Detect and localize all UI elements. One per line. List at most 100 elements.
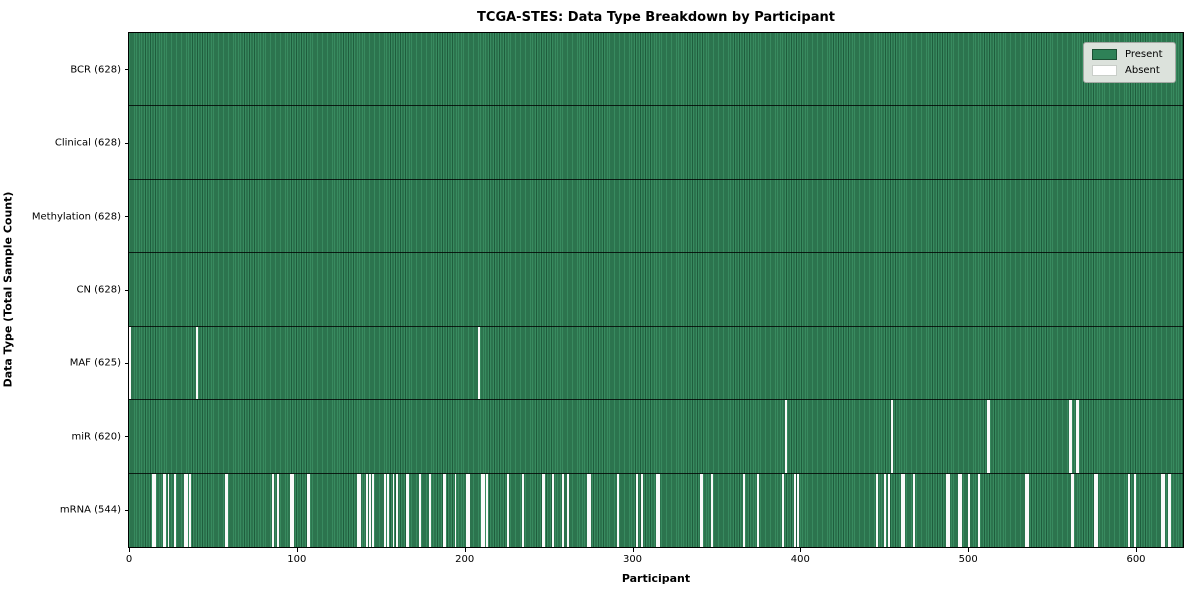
absent-mark bbox=[1070, 473, 1073, 547]
absent-mark bbox=[468, 473, 470, 547]
y-tick-label-bcr: BCR (628) bbox=[70, 64, 121, 76]
absent-mark bbox=[588, 473, 591, 547]
absent-mark bbox=[442, 473, 445, 547]
absent-mark bbox=[174, 473, 177, 547]
absent-mark bbox=[392, 473, 395, 547]
x-tick-mark bbox=[968, 548, 970, 552]
absent-mark bbox=[478, 326, 480, 400]
absent-mark bbox=[1134, 473, 1137, 547]
absent-mark bbox=[701, 473, 704, 547]
absent-mark bbox=[901, 473, 903, 547]
absent-mark bbox=[1162, 473, 1165, 547]
absent-mark bbox=[357, 473, 360, 547]
x-axis-title: Participant bbox=[621, 572, 691, 585]
absent-mark bbox=[1167, 473, 1170, 547]
absent-mark bbox=[657, 473, 660, 547]
absent-mark bbox=[617, 473, 620, 547]
absent-mark bbox=[1075, 400, 1078, 473]
legend-swatch-present bbox=[1092, 49, 1117, 60]
absent-mark bbox=[308, 473, 311, 547]
absent-mark bbox=[483, 473, 486, 547]
y-tick-mark bbox=[125, 216, 129, 218]
absent-mark bbox=[796, 473, 799, 547]
absent-mark bbox=[167, 473, 170, 547]
absent-mark bbox=[162, 473, 165, 547]
heatmap-row-methylation bbox=[129, 179, 1183, 254]
absent-mark bbox=[1161, 473, 1164, 547]
y-tick-label-mrna: mRNA (544) bbox=[59, 504, 121, 516]
absent-mark bbox=[384, 473, 386, 547]
absent-mark bbox=[1169, 473, 1172, 547]
x-tick-mark bbox=[129, 548, 130, 552]
absent-mark bbox=[164, 473, 167, 547]
absent-mark bbox=[743, 473, 746, 547]
absent-mark bbox=[1077, 400, 1080, 473]
legend-swatch-absent bbox=[1092, 65, 1117, 76]
y-tick-mark bbox=[125, 509, 129, 511]
heatmap-row-mir bbox=[129, 400, 1183, 474]
absent-mark bbox=[543, 473, 546, 547]
heatmap-row-clinical bbox=[129, 106, 1183, 180]
absent-mark bbox=[365, 473, 368, 547]
y-tick-mark bbox=[125, 69, 129, 71]
absent-mark bbox=[189, 473, 192, 547]
y-tick-mark bbox=[125, 436, 129, 438]
absent-mark bbox=[793, 473, 796, 547]
absent-mark bbox=[567, 473, 569, 547]
chart-title: TCGA-STES: Data Type Breakdown by Partic… bbox=[477, 10, 835, 25]
heatmap-row-maf bbox=[129, 326, 1183, 401]
absent-mark bbox=[395, 473, 398, 547]
absent-mark bbox=[1095, 473, 1098, 547]
absent-mark bbox=[884, 473, 887, 547]
absent-mark bbox=[1127, 473, 1130, 547]
x-tick-label-100: 100 bbox=[287, 554, 307, 565]
absent-mark bbox=[129, 326, 131, 400]
absent-mark bbox=[358, 473, 361, 547]
absent-mark bbox=[405, 473, 408, 547]
absent-mark bbox=[946, 473, 949, 547]
absent-mark bbox=[186, 473, 188, 547]
absent-mark bbox=[444, 473, 447, 547]
absent-mark bbox=[781, 473, 784, 547]
absent-mark bbox=[1068, 400, 1071, 473]
absent-mark bbox=[1026, 473, 1029, 547]
absent-mark bbox=[506, 473, 509, 547]
absent-mark bbox=[968, 473, 971, 547]
absent-mark bbox=[562, 473, 564, 547]
x-tick-mark bbox=[632, 548, 634, 552]
absent-mark bbox=[429, 473, 432, 547]
absent-mark bbox=[587, 473, 590, 547]
absent-mark bbox=[271, 473, 274, 547]
absent-mark bbox=[466, 473, 469, 547]
absent-mark bbox=[887, 473, 890, 547]
absent-mark bbox=[454, 473, 457, 547]
absent-mark bbox=[1070, 400, 1073, 473]
absent-mark bbox=[948, 473, 950, 547]
absent-mark bbox=[986, 400, 989, 473]
absent-mark bbox=[635, 473, 638, 547]
heatmap-row-cn bbox=[129, 253, 1183, 327]
absent-mark bbox=[224, 473, 227, 547]
absent-mark bbox=[306, 473, 309, 547]
absent-mark bbox=[419, 473, 422, 547]
x-tick-label-400: 400 bbox=[790, 554, 810, 565]
absent-mark bbox=[196, 326, 199, 400]
y-tick-label-mir: miR (620) bbox=[71, 431, 121, 443]
heatmap-row-bcr bbox=[129, 33, 1183, 107]
absent-mark bbox=[372, 473, 375, 547]
y-tick-label-maf: MAF (625) bbox=[69, 357, 121, 369]
x-tick-mark bbox=[1136, 548, 1137, 552]
absent-mark bbox=[785, 400, 788, 473]
absent-mark bbox=[959, 473, 962, 547]
absent-mark bbox=[521, 473, 524, 547]
absent-mark bbox=[369, 473, 371, 547]
absent-mark bbox=[290, 473, 292, 547]
absent-mark bbox=[387, 473, 390, 547]
absent-mark bbox=[656, 473, 658, 547]
legend-label: Present bbox=[1125, 49, 1163, 60]
legend-item-absent: Absent bbox=[1092, 65, 1167, 76]
x-tick-label-200: 200 bbox=[455, 554, 475, 565]
x-tick-label-300: 300 bbox=[622, 554, 643, 565]
absent-mark bbox=[551, 473, 554, 547]
